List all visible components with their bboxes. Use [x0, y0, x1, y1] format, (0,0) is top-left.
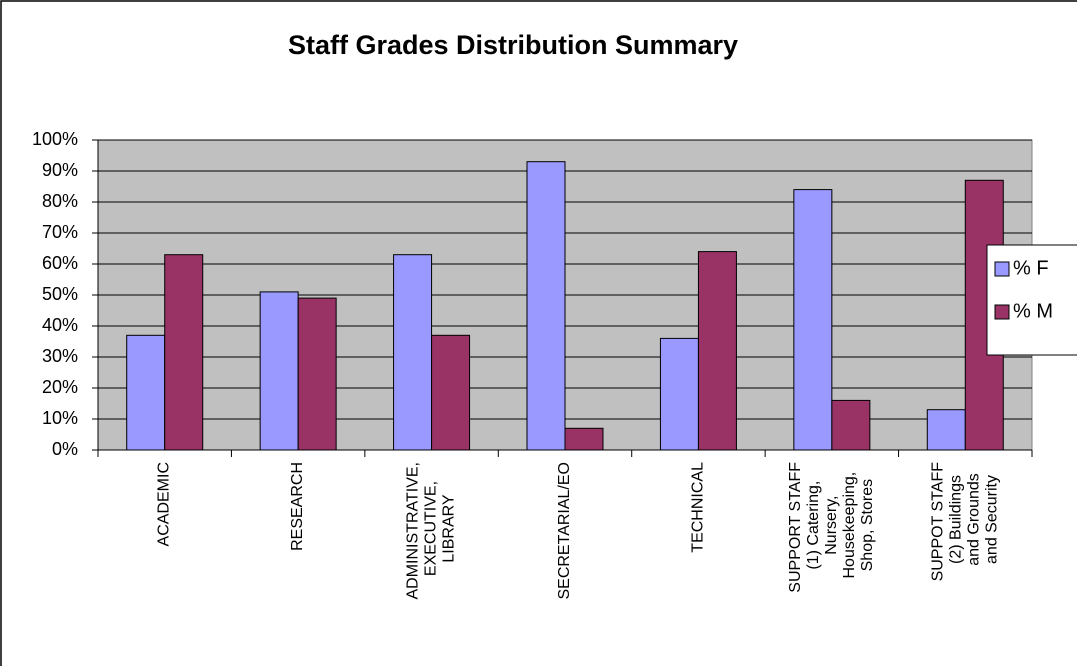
x-tick-label-line: EXECUTIVE, — [423, 481, 440, 581]
x-tick-label: SUPPOT STAFF (2) Buildings and Grounds a… — [930, 462, 1001, 582]
x-tick-label: SECRETARIAL/EO — [556, 462, 573, 600]
bar — [164, 254, 204, 451]
bar — [393, 254, 433, 451]
x-tick-label-line: Housekeeping, — [841, 472, 858, 583]
x-tick-label: ADMINISTRATIVE, EXECUTIVE, LIBRARY — [405, 462, 458, 600]
bar — [259, 291, 299, 451]
y-tick-label: 60% — [42, 253, 78, 273]
y-tick-label: 40% — [42, 315, 78, 335]
x-tick-label: SUPPORT STAFF (1) Catering, Nursery, Hou… — [787, 462, 876, 593]
bar — [431, 334, 471, 451]
x-tick-label-line: SUPPORT STAFF — [787, 462, 804, 593]
x-tick-label-line: RESEARCH — [289, 462, 306, 551]
bar — [831, 399, 871, 451]
y-tick-label: 10% — [42, 408, 78, 428]
bar — [793, 189, 833, 451]
x-tick-label-line: (1) Catering, — [805, 481, 822, 574]
x-tick-label-line: TECHNICAL — [690, 462, 707, 553]
bar — [564, 427, 604, 451]
bar — [126, 334, 166, 451]
y-tick-label: 20% — [42, 377, 78, 397]
bar — [926, 409, 966, 451]
bar — [697, 251, 737, 451]
legend-swatch — [994, 304, 1010, 320]
x-tick-label-line: (2) Buildings — [948, 475, 965, 568]
x-tick-label-line: SUPPOT STAFF — [930, 462, 947, 582]
x-tick-label-line: Shop, Stores — [859, 479, 876, 576]
x-tick-label-line: Nursery, — [823, 495, 840, 559]
bar — [297, 297, 337, 451]
y-tick-label: 90% — [42, 160, 78, 180]
x-tick-label: TECHNICAL — [690, 462, 707, 553]
y-tick-label: 80% — [42, 191, 78, 211]
y-tick-label: 50% — [42, 284, 78, 304]
x-tick-label: ACADEMIC — [156, 462, 173, 546]
legend-label: % M — [1013, 300, 1053, 322]
x-tick-label-line: and Grounds — [966, 473, 983, 570]
bar — [659, 337, 699, 451]
x-tick-label-line: SECRETARIAL/EO — [556, 462, 573, 600]
chart-title: Staff Grades Distribution Summary — [288, 30, 738, 60]
x-tick-label-line: LIBRARY — [441, 494, 458, 567]
y-tick-label: 100% — [32, 129, 78, 149]
y-tick-label: 70% — [42, 222, 78, 242]
y-tick-label: 0% — [52, 439, 78, 459]
x-tick-label-line: ACADEMIC — [156, 462, 173, 546]
bar — [526, 161, 566, 451]
legend-swatch — [994, 261, 1010, 277]
x-tick-label-line: ADMINISTRATIVE, — [405, 462, 422, 600]
legend-label: % F — [1013, 257, 1049, 279]
x-tick-label: RESEARCH — [289, 462, 306, 551]
y-tick-label: 30% — [42, 346, 78, 366]
x-tick-label-line: and Security — [984, 475, 1001, 568]
